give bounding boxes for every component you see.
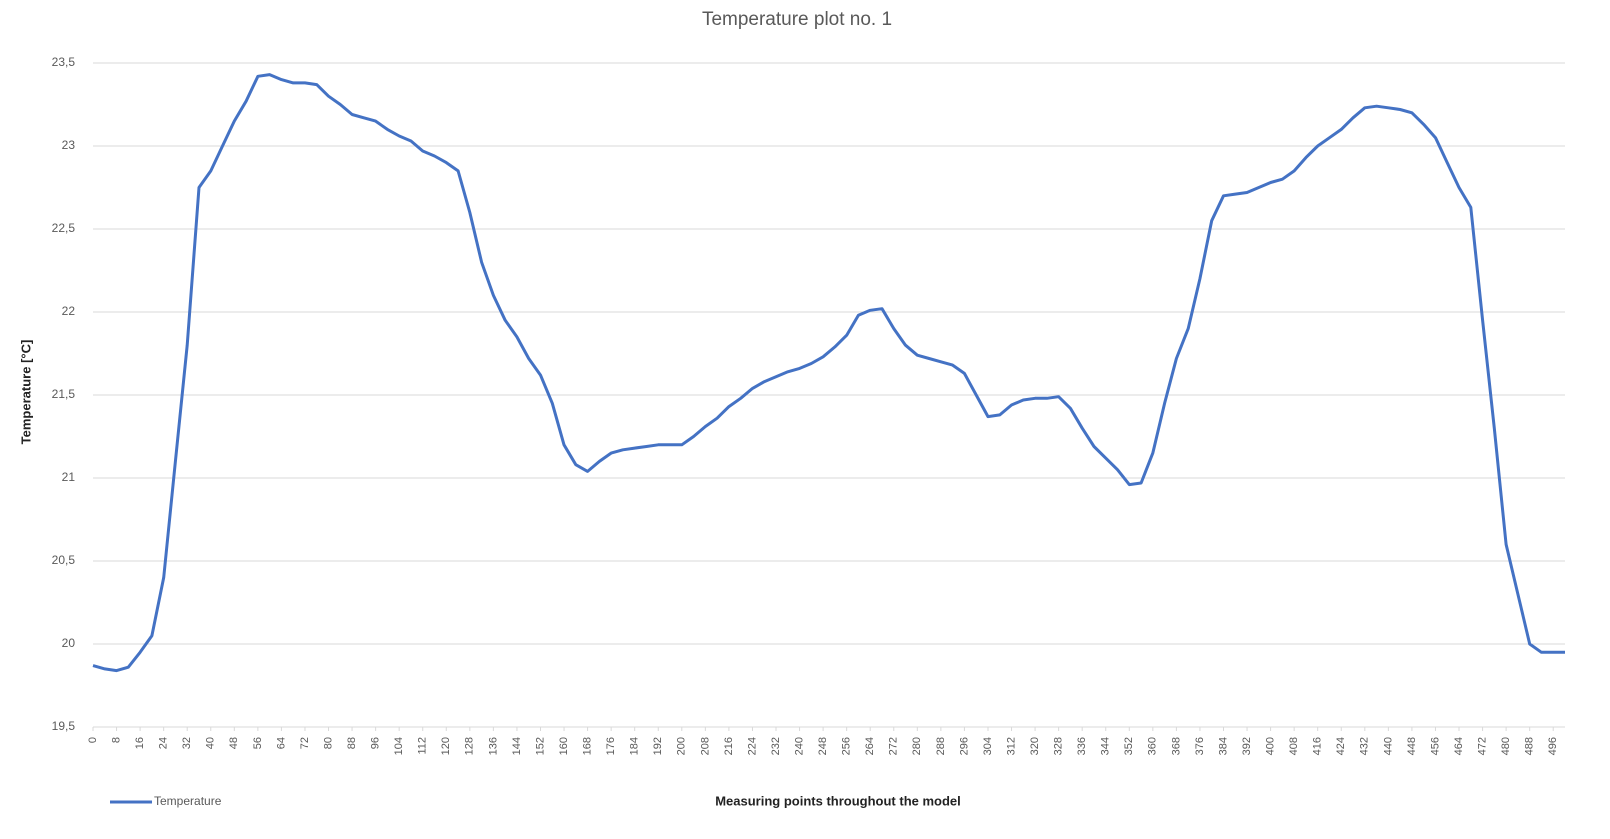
x-tick-label: 72 bbox=[299, 737, 311, 749]
y-tick-label: 21,5 bbox=[52, 387, 76, 401]
x-tick-label: 16 bbox=[134, 737, 146, 749]
x-tick-label: 40 bbox=[205, 737, 217, 749]
legend-label: Temperature bbox=[154, 794, 222, 808]
x-tick-label: 296 bbox=[958, 737, 970, 755]
x-tick-label: 416 bbox=[1312, 737, 1324, 755]
x-tick-label: 208 bbox=[699, 737, 711, 755]
x-tick-label: 280 bbox=[911, 737, 923, 755]
chart-title: Temperature plot no. 1 bbox=[702, 9, 892, 30]
x-tick-label: 64 bbox=[275, 737, 287, 749]
x-tick-label: 344 bbox=[1100, 737, 1112, 755]
x-tick-label: 256 bbox=[841, 737, 853, 755]
x-tick-label: 248 bbox=[817, 737, 829, 755]
x-tick-label: 112 bbox=[417, 737, 429, 755]
y-tick-label: 22 bbox=[62, 304, 76, 318]
x-tick-label: 56 bbox=[252, 737, 264, 749]
x-tick-label: 440 bbox=[1382, 737, 1394, 755]
x-tick-label: 328 bbox=[1053, 737, 1065, 755]
x-axis-title: Measuring points throughout the model bbox=[715, 793, 961, 808]
x-tick-label: 320 bbox=[1029, 737, 1041, 755]
x-tick-label: 264 bbox=[864, 737, 876, 755]
x-tick-label: 240 bbox=[793, 737, 805, 755]
x-tick-label: 408 bbox=[1288, 737, 1300, 755]
x-tick-label: 24 bbox=[158, 737, 170, 749]
x-tick-label: 168 bbox=[581, 737, 593, 755]
line bbox=[92, 73, 1565, 673]
x-tick-label: 80 bbox=[322, 737, 334, 749]
x-tick-label: 120 bbox=[440, 737, 452, 755]
x-tick-label: 400 bbox=[1265, 737, 1277, 755]
x-tick-label: 128 bbox=[464, 737, 476, 755]
x-tick-label: 32 bbox=[181, 737, 193, 749]
x-tick-label: 176 bbox=[605, 737, 617, 755]
x-tick-label: 488 bbox=[1524, 737, 1536, 755]
x-tick-label: 392 bbox=[1241, 737, 1253, 755]
x-tick-label: 480 bbox=[1500, 737, 1512, 755]
x-tick-label: 496 bbox=[1547, 737, 1559, 755]
y-tick-label: 20 bbox=[62, 636, 76, 650]
x-tick-label: 272 bbox=[888, 737, 900, 755]
x-tick-label: 200 bbox=[676, 737, 688, 755]
x-tick-label: 472 bbox=[1476, 737, 1488, 755]
x-tick-label: 312 bbox=[1005, 737, 1017, 755]
y-tick-label: 20,5 bbox=[52, 553, 76, 567]
x-tick-label: 224 bbox=[746, 737, 758, 755]
x-tick-label: 336 bbox=[1076, 737, 1088, 755]
x-tick-label: 160 bbox=[558, 737, 570, 755]
x-tick-label: 368 bbox=[1170, 737, 1182, 755]
x-tick-label: 232 bbox=[770, 737, 782, 755]
x-tick-label: 0 bbox=[87, 737, 99, 743]
x-tick-label: 216 bbox=[723, 737, 735, 755]
x-tick-label: 424 bbox=[1335, 737, 1347, 755]
x-tick-label: 376 bbox=[1194, 737, 1206, 755]
y-tick-label: 19,5 bbox=[52, 719, 76, 733]
y-axis-title: Temperature [°C] bbox=[18, 340, 33, 445]
x-tick-label: 184 bbox=[629, 737, 641, 755]
x-tick-label: 448 bbox=[1406, 737, 1418, 755]
y-tick-label: 21 bbox=[62, 470, 76, 484]
y-tick-label: 22,5 bbox=[52, 221, 76, 235]
x-tick-label: 192 bbox=[652, 737, 664, 755]
x-tick-label: 360 bbox=[1147, 737, 1159, 755]
x-tick-label: 304 bbox=[982, 737, 994, 755]
x-tick-label: 8 bbox=[110, 737, 122, 743]
x-tick-label: 456 bbox=[1429, 737, 1441, 755]
x-tick-label: 152 bbox=[534, 737, 546, 755]
x-tick-label: 432 bbox=[1359, 737, 1371, 755]
y-tick-label: 23,5 bbox=[52, 55, 76, 69]
x-tick-label: 48 bbox=[228, 737, 240, 749]
x-tick-label: 352 bbox=[1123, 737, 1135, 755]
y-tick-label: 23 bbox=[62, 138, 76, 152]
x-tick-label: 384 bbox=[1217, 737, 1229, 755]
x-tick-label: 104 bbox=[393, 737, 405, 755]
x-tick-label: 136 bbox=[487, 737, 499, 755]
x-tick-label: 88 bbox=[346, 737, 358, 749]
x-tick-label: 144 bbox=[511, 737, 523, 755]
x-tick-label: 288 bbox=[935, 737, 947, 755]
x-tick-label: 464 bbox=[1453, 737, 1465, 755]
x-tick-label: 96 bbox=[370, 737, 382, 749]
